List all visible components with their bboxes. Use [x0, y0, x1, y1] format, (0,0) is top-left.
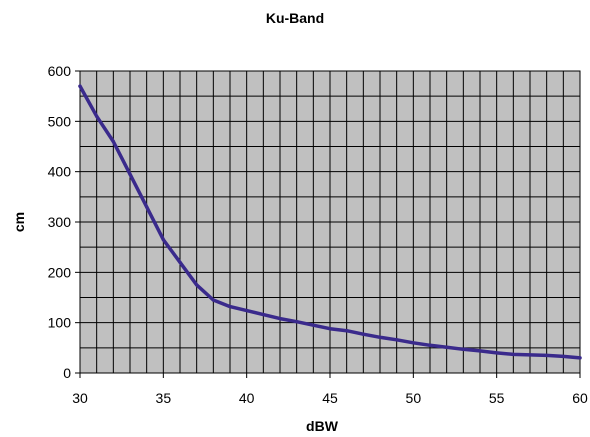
y-tick-label: 300 [48, 214, 72, 230]
data-point [278, 317, 282, 321]
data-point [361, 332, 365, 336]
data-point [395, 338, 399, 342]
data-point [78, 84, 82, 88]
data-point [228, 304, 232, 309]
x-tick-label: 45 [322, 390, 338, 406]
y-tick-label: 0 [63, 365, 71, 381]
data-point [561, 354, 565, 358]
data-point [161, 238, 165, 242]
x-tick-label: 30 [72, 390, 88, 406]
data-point [345, 329, 349, 333]
data-point [545, 353, 549, 357]
data-point [461, 347, 465, 351]
data-point [245, 308, 249, 313]
x-tick-label: 35 [156, 390, 172, 406]
data-point [428, 343, 432, 347]
data-point [528, 353, 532, 357]
y-tick-label: 400 [48, 164, 72, 180]
data-point [578, 356, 582, 360]
x-tick-label: 55 [489, 390, 505, 406]
data-point [195, 283, 199, 287]
data-point [111, 139, 115, 144]
data-point [95, 114, 99, 118]
chart-title: Ku-Band [265, 10, 325, 26]
data-point [445, 345, 449, 349]
y-tick-label: 500 [48, 113, 72, 129]
data-point [511, 352, 515, 356]
x-tick-label: 60 [572, 390, 588, 406]
y-tick-label: 600 [48, 63, 72, 79]
x-tick-label: 40 [239, 390, 255, 406]
data-point [378, 335, 382, 339]
data-point [411, 341, 415, 345]
data-point [478, 349, 482, 353]
data-point [211, 298, 215, 302]
y-axis-label: cm [11, 212, 27, 232]
x-tick-label: 50 [406, 390, 422, 406]
data-point [295, 320, 299, 324]
data-point [311, 323, 315, 327]
data-point [128, 172, 132, 176]
data-point [495, 351, 499, 355]
x-axis-label: dBW [306, 418, 339, 434]
y-tick-label: 200 [48, 264, 72, 280]
data-point [145, 205, 149, 209]
data-point [261, 313, 265, 317]
y-tick-label: 100 [48, 315, 72, 331]
data-point [328, 327, 332, 331]
data-point [178, 260, 182, 264]
